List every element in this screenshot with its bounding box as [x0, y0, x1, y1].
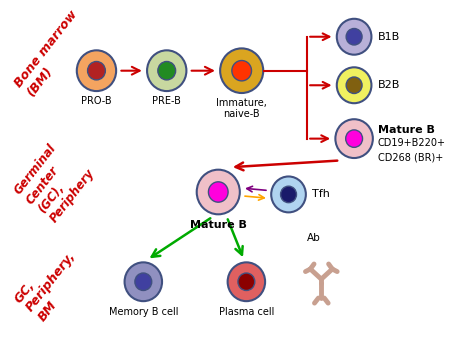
Circle shape: [337, 19, 372, 55]
Circle shape: [209, 182, 228, 202]
Text: PRO-B: PRO-B: [81, 96, 112, 106]
Text: Tfh: Tfh: [312, 189, 330, 199]
Circle shape: [77, 50, 116, 91]
Circle shape: [220, 48, 263, 93]
Text: CD19+B220+: CD19+B220+: [377, 139, 446, 149]
Circle shape: [135, 273, 152, 291]
Text: B2B: B2B: [377, 80, 400, 90]
Circle shape: [281, 186, 297, 203]
Circle shape: [158, 62, 176, 80]
Circle shape: [147, 50, 186, 91]
Text: Memory B cell: Memory B cell: [109, 308, 178, 317]
Circle shape: [228, 262, 265, 301]
Circle shape: [337, 67, 372, 103]
Circle shape: [346, 29, 362, 45]
Circle shape: [346, 77, 362, 94]
Circle shape: [197, 170, 240, 214]
Circle shape: [346, 130, 363, 147]
Circle shape: [336, 119, 373, 158]
Text: CD268 (BR)+: CD268 (BR)+: [377, 152, 443, 162]
Text: Immature,
naive-B: Immature, naive-B: [216, 98, 267, 119]
Text: PRE-B: PRE-B: [152, 96, 181, 106]
Text: Bone marrow
(BM): Bone marrow (BM): [12, 8, 92, 99]
Circle shape: [238, 273, 255, 291]
Circle shape: [88, 62, 105, 80]
Text: B1B: B1B: [377, 32, 400, 42]
Circle shape: [125, 262, 162, 301]
Text: Plasma cell: Plasma cell: [219, 308, 274, 317]
Text: Ab: Ab: [308, 233, 321, 243]
Text: Mature B: Mature B: [377, 125, 434, 135]
Circle shape: [232, 61, 252, 81]
Text: Mature B: Mature B: [190, 220, 246, 230]
Text: GC,
Periphery,
BM: GC, Periphery, BM: [12, 240, 91, 324]
Text: Germinal
Center
(GC),
Periphery: Germinal Center (GC), Periphery: [12, 139, 97, 225]
Circle shape: [271, 176, 306, 212]
